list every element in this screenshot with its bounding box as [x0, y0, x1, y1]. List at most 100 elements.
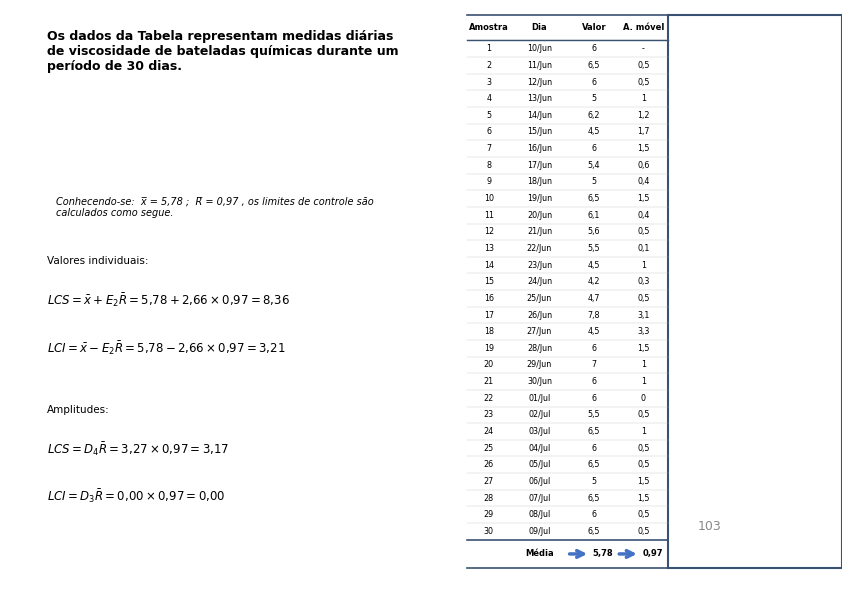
Text: Conhecendo-se:  x̅ = 5,78 ;  R̅ = 0,97 , os limites de controle são
calculados c: Conhecendo-se: x̅ = 5,78 ; R̅ = 0,97 , o… — [56, 196, 374, 218]
Text: 4,5: 4,5 — [588, 127, 600, 136]
Text: 4,2: 4,2 — [588, 277, 600, 286]
Text: 30: 30 — [484, 527, 494, 536]
Text: 3: 3 — [487, 77, 492, 86]
Text: 6,5: 6,5 — [588, 194, 600, 203]
Text: 26/Jun: 26/Jun — [527, 311, 552, 320]
Text: 12/Jun: 12/Jun — [527, 77, 552, 86]
Text: 6,1: 6,1 — [588, 211, 600, 220]
Text: 3,3: 3,3 — [637, 327, 649, 336]
Text: 6,5: 6,5 — [588, 61, 600, 70]
Text: 0,5: 0,5 — [637, 227, 650, 236]
Text: 4,5: 4,5 — [588, 327, 600, 336]
Text: 1,5: 1,5 — [637, 477, 650, 486]
Text: 6: 6 — [591, 44, 596, 54]
Text: 2: 2 — [487, 61, 492, 70]
Text: 30/Jun: 30/Jun — [527, 377, 552, 386]
Text: 22/Jun: 22/Jun — [527, 244, 552, 253]
Text: 23: 23 — [484, 411, 494, 419]
Text: 7: 7 — [591, 361, 596, 369]
Text: 7,8: 7,8 — [588, 311, 600, 320]
Text: 16: 16 — [484, 294, 494, 303]
Text: 06/Jul: 06/Jul — [528, 477, 551, 486]
Text: Amostra: Amostra — [469, 23, 509, 32]
Text: 6,5: 6,5 — [588, 427, 600, 436]
Text: 5: 5 — [487, 111, 492, 120]
Text: 1,5: 1,5 — [637, 144, 650, 153]
Text: 6: 6 — [591, 144, 596, 153]
Text: 28: 28 — [484, 494, 494, 503]
Text: 24: 24 — [484, 427, 494, 436]
Text: $LCI = D_3\bar{R} = 0{,}00 \times 0{,}97 = 0{,}00$: $LCI = D_3\bar{R} = 0{,}00 \times 0{,}97… — [47, 488, 225, 505]
Text: 10/Jun: 10/Jun — [527, 44, 552, 54]
Text: $LCI = \bar{x} - E_2\bar{R} = 5{,}78 - 2{,}66 \times 0{,}97 = 3{,}21$: $LCI = \bar{x} - E_2\bar{R} = 5{,}78 - 2… — [47, 339, 285, 356]
Text: 1: 1 — [641, 261, 646, 270]
Text: 17: 17 — [484, 311, 494, 320]
Text: 20: 20 — [484, 361, 494, 369]
Text: 10: 10 — [484, 194, 494, 203]
Text: 0,4: 0,4 — [637, 211, 649, 220]
Text: 0,5: 0,5 — [637, 411, 650, 419]
Text: 22: 22 — [484, 394, 494, 403]
Text: 0,4: 0,4 — [637, 177, 649, 186]
Text: 13/Jun: 13/Jun — [527, 94, 552, 103]
Text: 0,1: 0,1 — [637, 244, 649, 253]
Text: 05/Jul: 05/Jul — [528, 461, 551, 469]
Text: 29/Jun: 29/Jun — [527, 361, 552, 369]
Text: 0,3: 0,3 — [637, 277, 649, 286]
Text: 18: 18 — [484, 327, 494, 336]
Text: 16/Jun: 16/Jun — [527, 144, 552, 153]
Text: 5: 5 — [591, 177, 596, 186]
Text: 14: 14 — [484, 261, 494, 270]
Text: 0,97: 0,97 — [642, 549, 663, 559]
Text: 6: 6 — [591, 344, 596, 353]
Text: 6,5: 6,5 — [588, 461, 600, 469]
Text: 21: 21 — [484, 377, 494, 386]
Text: 8: 8 — [487, 161, 492, 170]
Text: Os dados da Tabela representam medidas diárias
de viscosidade de bateladas quími: Os dados da Tabela representam medidas d… — [47, 30, 398, 73]
Text: 26: 26 — [484, 461, 494, 469]
Text: 5,78: 5,78 — [593, 549, 614, 559]
Text: 17/Jun: 17/Jun — [527, 161, 552, 170]
Text: 9: 9 — [487, 177, 492, 186]
Text: 07/Jul: 07/Jul — [528, 494, 551, 503]
Text: 1: 1 — [641, 377, 646, 386]
Text: 4,7: 4,7 — [588, 294, 600, 303]
Text: 14/Jun: 14/Jun — [527, 111, 552, 120]
Text: 6,5: 6,5 — [588, 494, 600, 503]
Text: 1,2: 1,2 — [637, 111, 650, 120]
Text: 0,5: 0,5 — [637, 510, 650, 519]
Text: 1: 1 — [487, 44, 492, 54]
Text: 0,5: 0,5 — [637, 461, 650, 469]
Text: 0,5: 0,5 — [637, 527, 650, 536]
Text: 27/Jun: 27/Jun — [527, 327, 552, 336]
Text: 0,5: 0,5 — [637, 77, 650, 86]
Text: 11/Jun: 11/Jun — [527, 61, 552, 70]
Text: 12: 12 — [484, 227, 494, 236]
Text: 25/Jun: 25/Jun — [527, 294, 552, 303]
Text: 19: 19 — [484, 344, 494, 353]
Text: 5,6: 5,6 — [588, 227, 600, 236]
Text: 6: 6 — [591, 394, 596, 403]
Text: 03/Jul: 03/Jul — [528, 427, 551, 436]
Text: 19/Jun: 19/Jun — [527, 194, 552, 203]
Text: 6: 6 — [487, 127, 492, 136]
Text: 15/Jun: 15/Jun — [527, 127, 552, 136]
Text: 5: 5 — [591, 477, 596, 486]
Text: $LCS = \bar{x} + E_2\bar{R} = 5{,}78 + 2{,}66 \times 0{,}97 = 8{,}36$: $LCS = \bar{x} + E_2\bar{R} = 5{,}78 + 2… — [47, 292, 290, 309]
Text: 15: 15 — [484, 277, 494, 286]
Text: 29: 29 — [484, 510, 494, 519]
Text: 5,5: 5,5 — [588, 411, 600, 419]
Text: 25: 25 — [484, 444, 494, 453]
Text: 21/Jun: 21/Jun — [527, 227, 552, 236]
Text: Amplitudes:: Amplitudes: — [47, 405, 109, 415]
Text: 0,5: 0,5 — [637, 294, 650, 303]
Text: 1,5: 1,5 — [637, 194, 650, 203]
Text: 4: 4 — [487, 94, 492, 103]
Text: 5,4: 5,4 — [588, 161, 600, 170]
Text: 1: 1 — [641, 361, 646, 369]
Text: $LCS = D_4\bar{R} = 3{,}27 \times 0{,}97 = 3{,}17$: $LCS = D_4\bar{R} = 3{,}27 \times 0{,}97… — [47, 440, 229, 458]
Text: 1: 1 — [641, 427, 646, 436]
Text: A. móvel: A. móvel — [623, 23, 664, 32]
Text: 27: 27 — [484, 477, 494, 486]
Text: 6,5: 6,5 — [588, 527, 600, 536]
